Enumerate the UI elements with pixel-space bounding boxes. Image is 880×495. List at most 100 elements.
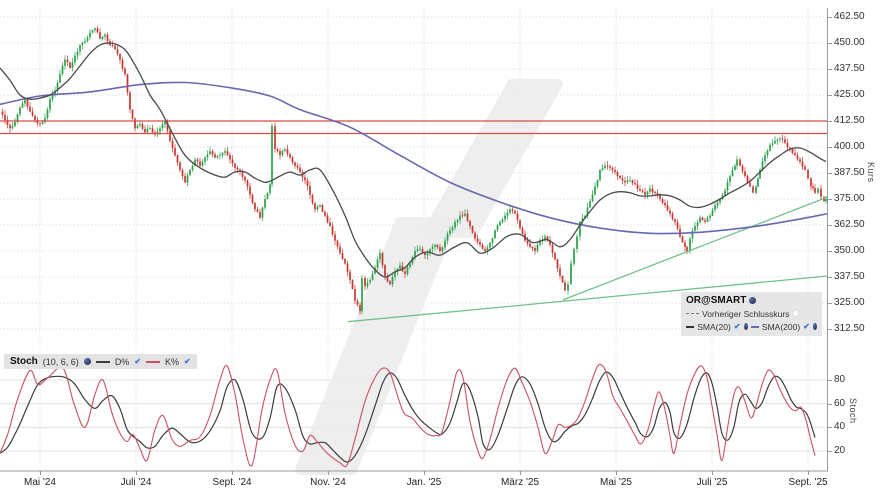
candle-body [556, 259, 559, 269]
candle-body [649, 188, 651, 192]
sma200-checkbox[interactable]: ✔ [803, 321, 810, 331]
sma20-settings-icon[interactable] [743, 323, 748, 330]
time-tick-label: Nov. '24 [310, 477, 346, 488]
candle-body [159, 128, 161, 132]
candle-body [496, 225, 499, 231]
candle-body [34, 115, 36, 120]
candle-body [151, 128, 154, 133]
candle-body [734, 165, 736, 170]
k-checkbox[interactable]: ✔ [184, 357, 191, 366]
candle-body [44, 117, 46, 123]
candle-body [374, 267, 376, 274]
candle-body [461, 215, 464, 217]
candle-body [41, 122, 44, 125]
price-tick-label: 325.00 [834, 297, 865, 308]
candle-body [96, 28, 99, 33]
candle-body [126, 74, 129, 93]
sma20-checkbox[interactable]: ✔ [733, 321, 741, 331]
k-line-sample [146, 360, 161, 363]
candle-body [376, 259, 379, 268]
candle-body [331, 226, 334, 235]
d-line-sample [95, 360, 110, 363]
candle-body [144, 128, 146, 133]
candle-body [291, 157, 294, 163]
candle-body [789, 147, 791, 150]
candle-body [441, 247, 444, 251]
axis-tick [828, 303, 832, 304]
candle-body [451, 227, 454, 231]
time-tick-label: Juli '24 [120, 477, 152, 488]
candle-body [539, 240, 541, 245]
stoch-k-line [0, 363, 816, 468]
watermark-slash-upper [422, 79, 563, 238]
candle-body [646, 191, 649, 195]
candle-body [246, 180, 249, 187]
candle-body [116, 49, 119, 54]
candle-body [817, 188, 819, 193]
legend-prev-close-row[interactable]: Vorheriger Schlusskurs [686, 307, 817, 320]
candle-body [766, 150, 769, 156]
d-checkbox[interactable]: ✔ [134, 357, 142, 366]
candle-body [81, 42, 84, 46]
candle-body [779, 138, 781, 140]
candle-body [366, 282, 369, 287]
candle-body [812, 186, 814, 188]
stochastic-chart-canvas[interactable] [0, 352, 828, 476]
candle-body [181, 169, 184, 177]
candle-body [111, 44, 114, 46]
stoch-settings-icon[interactable] [83, 358, 91, 365]
time-axis-tick [328, 471, 329, 475]
watermark-slash-lower [295, 352, 405, 475]
candle-body [371, 273, 374, 281]
candle-body [94, 28, 96, 31]
candle-body [39, 123, 41, 125]
candle-body [709, 215, 711, 218]
price-tick-label: 400.00 [834, 141, 865, 152]
candle-body [791, 149, 794, 154]
price-chart-canvas[interactable] [0, 0, 828, 352]
candle-body [66, 59, 69, 63]
symbol-settings-icon[interactable] [749, 297, 757, 304]
candle-body [99, 32, 101, 39]
candle-body [436, 244, 439, 248]
legend-symbol-row[interactable]: OR@SMART [686, 294, 817, 307]
candle-body [534, 248, 536, 251]
candle-body [311, 194, 314, 204]
candle-body [226, 151, 229, 156]
candle-body [191, 166, 194, 170]
candle-body [684, 242, 686, 247]
symbol-label: OR@SMART [686, 294, 747, 306]
sma200-settings-icon[interactable] [812, 323, 817, 330]
candle-body [614, 170, 616, 172]
candle-body [284, 149, 286, 151]
axis-tick [828, 17, 832, 18]
stoch-tick-label: 40 [834, 421, 846, 433]
time-axis-tick [136, 471, 137, 475]
candle-body [584, 215, 586, 218]
candle-body [339, 246, 341, 254]
candle-body [259, 211, 261, 218]
candle-body [629, 180, 631, 181]
candle-body [169, 130, 171, 141]
candle-body [464, 213, 466, 216]
candle-body [576, 236, 578, 249]
candle-body [686, 246, 688, 251]
candle-body [14, 122, 16, 126]
candle-body [354, 289, 356, 301]
candle-body [624, 180, 626, 183]
candle-body [581, 218, 584, 222]
candle-body [609, 166, 611, 168]
prev-close-line-sample [686, 313, 699, 314]
candle-body [31, 111, 34, 116]
d-label: D% [114, 356, 130, 367]
prev-close-label: Vorheriger Schlusskurs [702, 308, 790, 319]
candle-body [326, 215, 329, 223]
candle-body [186, 175, 189, 183]
candle-body [56, 82, 59, 91]
candle-body [231, 159, 234, 164]
candle-body [389, 281, 391, 285]
candle-body [269, 184, 271, 194]
prev-close-dot-icon[interactable] [792, 310, 800, 317]
candle-body [229, 155, 231, 160]
candle-body [499, 221, 501, 226]
